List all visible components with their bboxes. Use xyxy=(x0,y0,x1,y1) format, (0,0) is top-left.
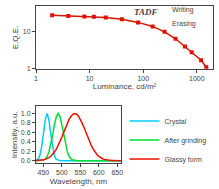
svg-text:1: 1 xyxy=(34,75,38,82)
svg-text:100: 100 xyxy=(137,75,149,82)
svg-text:Glassy form: Glassy form xyxy=(165,156,203,164)
svg-text:Erasing: Erasing xyxy=(172,20,196,28)
svg-text:Intensity, a.u.: Intensity, a.u. xyxy=(10,111,19,158)
svg-text:550: 550 xyxy=(74,169,86,176)
svg-text:0.8: 0.8 xyxy=(21,119,31,126)
svg-text:E.Q.E.: E.Q.E. xyxy=(12,26,21,50)
svg-text:1: 1 xyxy=(27,65,31,72)
svg-text:0.0: 0.0 xyxy=(21,157,31,164)
svg-text:0.2: 0.2 xyxy=(21,148,31,155)
svg-text:0.4: 0.4 xyxy=(21,138,31,145)
svg-text:500: 500 xyxy=(56,169,68,176)
svg-text:650: 650 xyxy=(111,169,123,176)
svg-text:1000: 1000 xyxy=(189,75,205,82)
svg-text:10: 10 xyxy=(23,28,31,35)
svg-text:After grinding: After grinding xyxy=(165,137,207,145)
svg-text:600: 600 xyxy=(93,169,105,176)
svg-text:Writing: Writing xyxy=(172,6,194,14)
svg-text:Luminance, cd/m²: Luminance, cd/m² xyxy=(93,82,157,91)
svg-text:Wavelength, nm: Wavelength, nm xyxy=(50,177,108,186)
svg-text:Crystal: Crystal xyxy=(165,118,187,126)
svg-text:10: 10 xyxy=(86,75,94,82)
svg-text:450: 450 xyxy=(38,169,50,176)
svg-text:1.0: 1.0 xyxy=(21,110,31,117)
svg-text:TADF: TADF xyxy=(134,7,158,17)
svg-text:0.6: 0.6 xyxy=(21,129,31,136)
